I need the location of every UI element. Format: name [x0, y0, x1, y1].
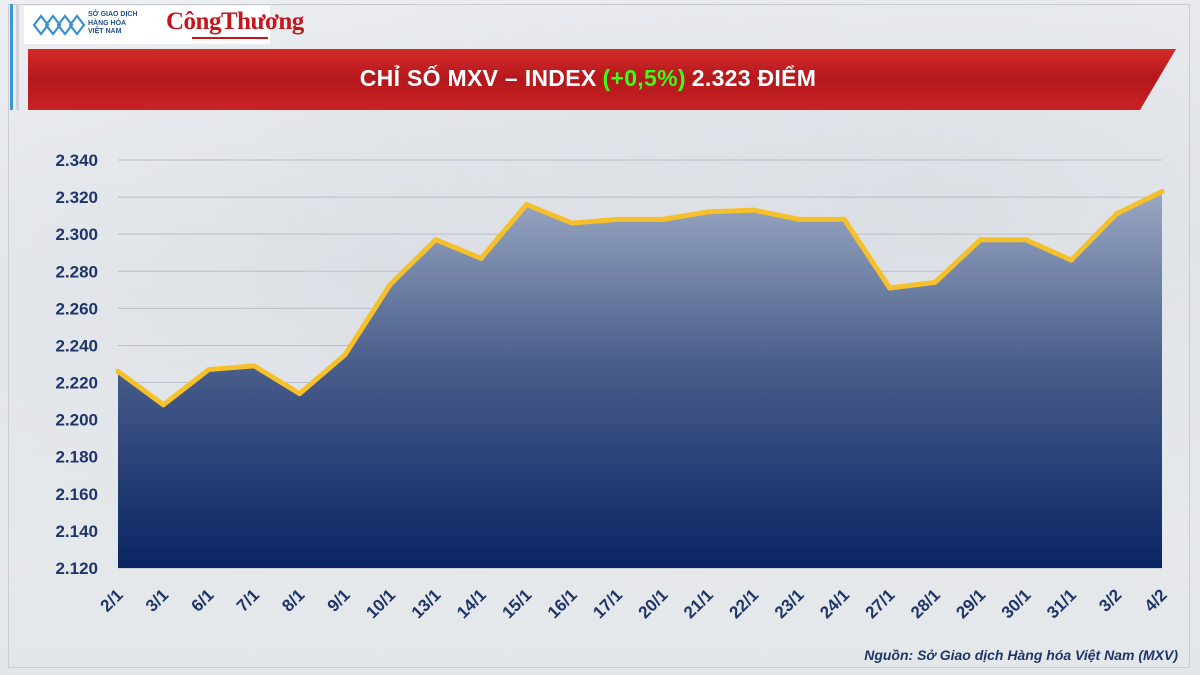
data-point	[251, 363, 257, 369]
x-tick-label: 23/1	[771, 585, 808, 622]
x-tick-label: 3/1	[142, 585, 172, 615]
y-tick-label: 2.120	[55, 559, 98, 578]
series-line-segment	[1068, 211, 1120, 263]
y-tick-label: 2.200	[55, 411, 98, 430]
x-tick-label: 31/1	[1043, 585, 1080, 622]
x-tick-label: 9/1	[324, 585, 354, 615]
data-point	[1114, 211, 1120, 217]
y-tick-label: 2.220	[55, 374, 98, 393]
title-value: 2.323 ĐIỂM	[691, 64, 817, 91]
data-point	[524, 202, 530, 208]
y-tick-label: 2.180	[55, 448, 98, 467]
data-point	[160, 402, 166, 408]
y-tick-label: 2.280	[55, 262, 98, 281]
mxv-logo-line-1: SỞ GIAO DỊCH	[88, 11, 138, 18]
data-point	[387, 281, 393, 287]
mxv-logo-line-2: HÀNG HÓA	[88, 19, 127, 27]
series-line-segment	[115, 368, 166, 408]
data-point	[705, 209, 711, 215]
series-line-segment	[932, 237, 983, 285]
y-tick-label: 2.300	[55, 225, 98, 244]
source-note: Nguồn: Sở Giao dịch Hàng hóa Việt Nam (M…	[864, 647, 1178, 663]
data-point	[887, 285, 893, 291]
series-line-segment	[1023, 237, 1074, 263]
data-point	[1159, 189, 1165, 195]
x-tick-label: 10/1	[362, 585, 399, 622]
data-point	[297, 391, 303, 397]
title-prefix: CHỈ SỐ MXV – INDEX	[359, 64, 597, 91]
series-line-segment	[705, 207, 756, 215]
data-point	[977, 237, 983, 243]
series-line-segment	[524, 202, 575, 226]
title-change: (+0,5%)	[602, 64, 686, 91]
data-point	[614, 216, 620, 222]
x-tick-label: 8/1	[278, 585, 308, 615]
x-tick-label: 3/2	[1095, 585, 1125, 615]
series-line-segment	[251, 363, 303, 397]
x-tick-label: 22/1	[725, 585, 762, 622]
data-point	[1023, 237, 1029, 243]
mxv-logo-text: SỞ GIAO DỊCH HÀNG HÓA VIỆT NAM	[88, 11, 158, 37]
left-accent-stripes	[8, 4, 20, 110]
data-point	[660, 216, 666, 222]
series-line-segment	[569, 216, 620, 226]
y-tick-label: 2.140	[55, 522, 98, 541]
y-tick-label: 2.160	[55, 485, 98, 504]
series-line-segment	[887, 279, 938, 291]
series-line-segment	[660, 209, 711, 222]
series-line-segment	[841, 216, 893, 291]
data-point	[796, 216, 802, 222]
x-tick-label: 17/1	[589, 585, 626, 622]
series-line-segment	[297, 352, 348, 397]
page-frame	[8, 4, 1190, 668]
x-tick-label: 24/1	[816, 585, 853, 622]
data-point	[569, 220, 575, 226]
area-fill	[118, 191, 1162, 568]
x-tick-label: 28/1	[907, 585, 944, 622]
series-line-segment	[750, 207, 802, 222]
x-tick-label: 14/1	[453, 585, 490, 622]
mxv-logo-icon	[32, 14, 86, 36]
y-tick-label: 2.320	[55, 188, 98, 207]
data-point	[841, 216, 847, 222]
y-tick-label: 2.340	[55, 151, 98, 170]
x-tick-label: 20/1	[635, 585, 672, 622]
x-tick-label: 29/1	[952, 585, 989, 622]
x-tick-label: 2/1	[97, 585, 127, 615]
cong-thuong-logo: CôngThương	[166, 8, 304, 35]
x-tick-label: 21/1	[680, 585, 717, 622]
series-line-segment	[160, 367, 212, 408]
x-tick-label: 27/1	[862, 585, 899, 622]
data-point	[115, 368, 121, 374]
chart-title: CHỈ SỐ MXV – INDEX (+0,5%) 2.323 ĐIỂM	[28, 49, 1148, 107]
data-point	[206, 367, 212, 373]
series-line-segment	[342, 281, 393, 358]
data-point	[433, 237, 439, 243]
data-point	[1068, 257, 1074, 263]
y-tick-label: 2.260	[55, 299, 98, 318]
series-line-segment	[433, 237, 484, 261]
x-tick-label: 15/1	[499, 585, 536, 622]
x-tick-label: 13/1	[408, 585, 445, 622]
y-tick-label: 2.240	[55, 336, 98, 355]
series-line-segment	[1114, 189, 1165, 217]
x-tick-label: 16/1	[544, 585, 581, 622]
data-point	[478, 255, 484, 261]
x-tick-label: 30/1	[998, 585, 1035, 622]
data-point	[342, 352, 348, 358]
series-line-segment	[206, 363, 257, 373]
title-banner	[28, 49, 1176, 110]
cong-thuong-logo-underline	[192, 37, 268, 39]
data-point	[932, 279, 938, 285]
x-tick-label: 4/2	[1141, 585, 1171, 615]
logo-area: SỞ GIAO DỊCH HÀNG HÓA VIỆT NAM CôngThươn…	[24, 6, 304, 44]
series-line-segment	[478, 202, 530, 261]
series-line-segment	[387, 237, 439, 287]
mxv-logo-line-3: VIỆT NAM	[88, 28, 122, 35]
x-tick-label: 6/1	[187, 585, 217, 615]
x-tick-label: 7/1	[233, 585, 263, 615]
data-point	[750, 207, 756, 213]
